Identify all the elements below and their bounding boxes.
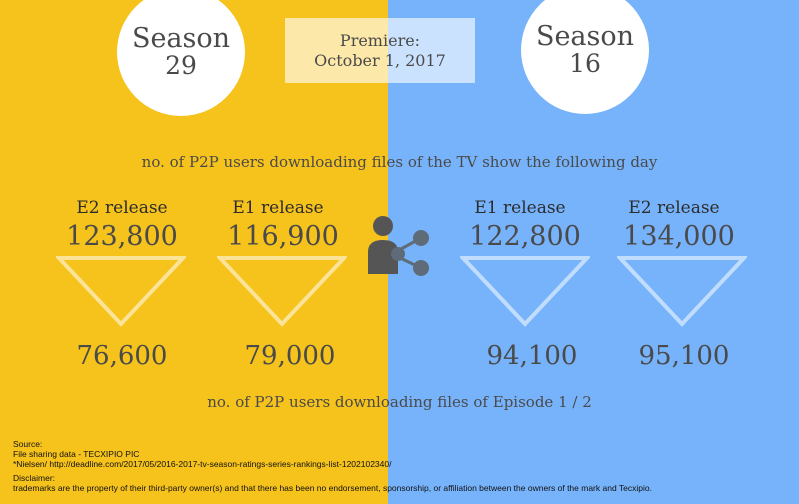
column-top-value: 123,800 xyxy=(66,221,178,252)
column-label: E2 release xyxy=(628,198,720,218)
column-label: E2 release xyxy=(76,198,168,218)
premiere-box: Premiere: October 1, 2017 xyxy=(285,18,475,83)
down-triangle-icon xyxy=(617,256,747,327)
season-29-badge: Season 29 xyxy=(117,0,245,116)
down-triangle-icon xyxy=(217,256,347,327)
season-label: Season xyxy=(535,20,635,52)
column-top-value: 122,800 xyxy=(469,221,581,252)
column-bottom-value: 76,600 xyxy=(76,341,168,371)
column-top-value: 134,000 xyxy=(623,221,735,252)
down-triangle-icon xyxy=(460,256,590,327)
column-bottom-value: 94,100 xyxy=(486,341,578,371)
source-link: *Nielsen/ http://deadline.com/2017/05/20… xyxy=(13,459,392,469)
season-number: 16 xyxy=(569,49,601,79)
column-bottom-value: 79,000 xyxy=(244,341,336,371)
season-number: 29 xyxy=(165,51,197,81)
disclaimer-text: trademarks are the property of their thi… xyxy=(13,483,652,493)
column-bottom-value: 95,100 xyxy=(638,341,730,371)
column-top-value: 116,900 xyxy=(227,221,339,252)
season-label: Season xyxy=(131,22,231,54)
down-triangle-icon xyxy=(56,256,186,327)
premiere-date: October 1, 2017 xyxy=(314,50,446,70)
source-label: Source: xyxy=(13,439,43,449)
column-label: E1 release xyxy=(232,198,324,218)
subtitle-following-day: no. of P2P users downloading files of th… xyxy=(141,153,658,171)
subtitle-episode-downloads: no. of P2P users downloading files of Ep… xyxy=(207,393,592,411)
user-share-icon xyxy=(368,216,429,276)
disclaimer-label: Disclaimer: xyxy=(13,473,56,483)
season-16-badge: Season 16 xyxy=(521,0,649,114)
premiere-label: Premiere: xyxy=(339,30,421,50)
source-line: File sharing data - TECXIPIO PIC xyxy=(13,449,140,459)
column-label: E1 release xyxy=(474,198,566,218)
